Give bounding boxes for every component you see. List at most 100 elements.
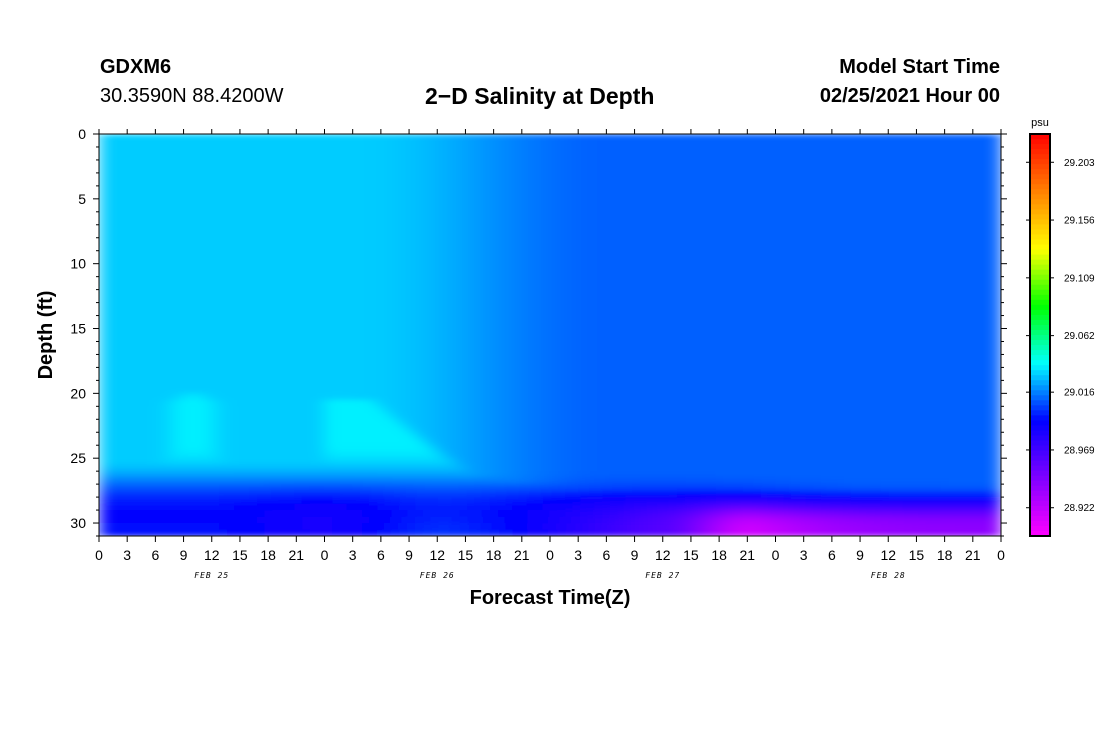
- heatmap-cell: [429, 322, 438, 330]
- heatmap-cell: [527, 367, 536, 375]
- heatmap-cell: [632, 198, 641, 206]
- heatmap-cell: [534, 185, 544, 193]
- heatmap-cell: [354, 309, 363, 317]
- heatmap-cell: [850, 341, 859, 349]
- heatmap-cell: [625, 172, 634, 180]
- heatmap-cell: [459, 322, 468, 330]
- heatmap-cell: [730, 335, 739, 343]
- heatmap-cell: [985, 360, 995, 369]
- heatmap-cell: [181, 302, 190, 310]
- heatmap-cell: [377, 172, 386, 180]
- heatmap-cell: [730, 237, 739, 245]
- heatmap-cell: [813, 347, 822, 356]
- heatmap-cell: [722, 185, 731, 193]
- heatmap-cell: [760, 289, 769, 297]
- heatmap-cell: [978, 315, 987, 323]
- heatmap-cell: [384, 185, 393, 193]
- heatmap-cell: [737, 257, 747, 265]
- heatmap-cell: [527, 380, 536, 388]
- heatmap-cell: [587, 231, 596, 239]
- heatmap-cell: [264, 367, 273, 375]
- heatmap-cell: [647, 335, 656, 343]
- heatmap-cell: [181, 354, 190, 362]
- heatmap-cell: [813, 192, 822, 200]
- heatmap-cell: [181, 146, 190, 155]
- heatmap-cell: [309, 140, 318, 148]
- heatmap-cell: [362, 270, 371, 278]
- heatmap-cell: [828, 140, 837, 148]
- heatmap-cell: [610, 185, 619, 193]
- heatmap-cell: [166, 185, 175, 193]
- heatmap-cell: [294, 270, 303, 278]
- heatmap-cell: [392, 322, 401, 330]
- heatmap-cell: [790, 218, 799, 226]
- heatmap-cell: [752, 198, 762, 206]
- heatmap-cell: [737, 250, 747, 258]
- heatmap-cell: [519, 367, 529, 375]
- heatmap-cell: [835, 335, 844, 343]
- heatmap-cell: [828, 224, 837, 232]
- heatmap-cell: [527, 328, 536, 336]
- heatmap-cell: [767, 205, 777, 213]
- heatmap-cell: [384, 257, 393, 265]
- heatmap-cell: [677, 302, 686, 310]
- heatmap-cell: [655, 386, 664, 394]
- heatmap-cell: [602, 211, 611, 219]
- heatmap-cell: [399, 270, 408, 278]
- heatmap-cell: [805, 393, 814, 401]
- heatmap-cell: [752, 192, 762, 200]
- heatmap-cell: [572, 250, 581, 258]
- heatmap-cell: [332, 296, 341, 304]
- heatmap-cell: [294, 399, 303, 407]
- heatmap-cell: [865, 360, 874, 369]
- heatmap-cell: [910, 296, 919, 304]
- heatmap-cell: [362, 386, 371, 394]
- heatmap-cell: [550, 205, 559, 213]
- heatmap-cell: [429, 166, 438, 174]
- heatmap-cell: [324, 140, 333, 148]
- heatmap-cell: [850, 159, 859, 168]
- heatmap-cell: [647, 250, 656, 258]
- heatmap-cell: [437, 328, 446, 336]
- heatmap-cell: [767, 153, 777, 161]
- heatmap-cell: [737, 198, 747, 206]
- heatmap-cell: [625, 335, 634, 343]
- heatmap-cell: [662, 244, 671, 252]
- heatmap-cell: [347, 360, 356, 369]
- heatmap-cell: [264, 192, 273, 200]
- heatmap-cell: [181, 393, 190, 401]
- heatmap-cell: [527, 146, 536, 155]
- heatmap-cell: [655, 146, 664, 155]
- heatmap-cell: [745, 263, 754, 271]
- heatmap-cell: [467, 322, 476, 330]
- heatmap-cell: [625, 153, 634, 161]
- heatmap-cell: [565, 315, 574, 323]
- heatmap-cell: [752, 354, 762, 362]
- heatmap-cell: [933, 263, 942, 271]
- heatmap-cell: [211, 134, 220, 142]
- heatmap-cell: [775, 270, 784, 278]
- heatmap-cell: [166, 302, 175, 310]
- heatmap-cell: [527, 218, 536, 226]
- heatmap-cell: [933, 185, 942, 193]
- heatmap-cell: [760, 283, 769, 291]
- heatmap-cell: [647, 244, 656, 252]
- heatmap-cell: [542, 335, 551, 343]
- heatmap-cell: [482, 153, 491, 161]
- heatmap-cell: [301, 231, 311, 239]
- heatmap-cell: [256, 198, 265, 206]
- heatmap-cell: [354, 172, 363, 180]
- heatmap-cell: [970, 153, 980, 161]
- heatmap-cell: [572, 296, 581, 304]
- heatmap-cell: [565, 166, 574, 174]
- heatmap-cell: [301, 257, 311, 265]
- heatmap-cell: [910, 283, 919, 291]
- heatmap-cell: [467, 224, 476, 232]
- heatmap-cell: [211, 296, 220, 304]
- heatmap-cell: [580, 283, 589, 291]
- heatmap-cell: [933, 302, 942, 310]
- heatmap-cell: [933, 360, 942, 369]
- heatmap-cell: [805, 283, 814, 291]
- heatmap-cell: [301, 166, 311, 174]
- heatmap-cell: [918, 263, 927, 271]
